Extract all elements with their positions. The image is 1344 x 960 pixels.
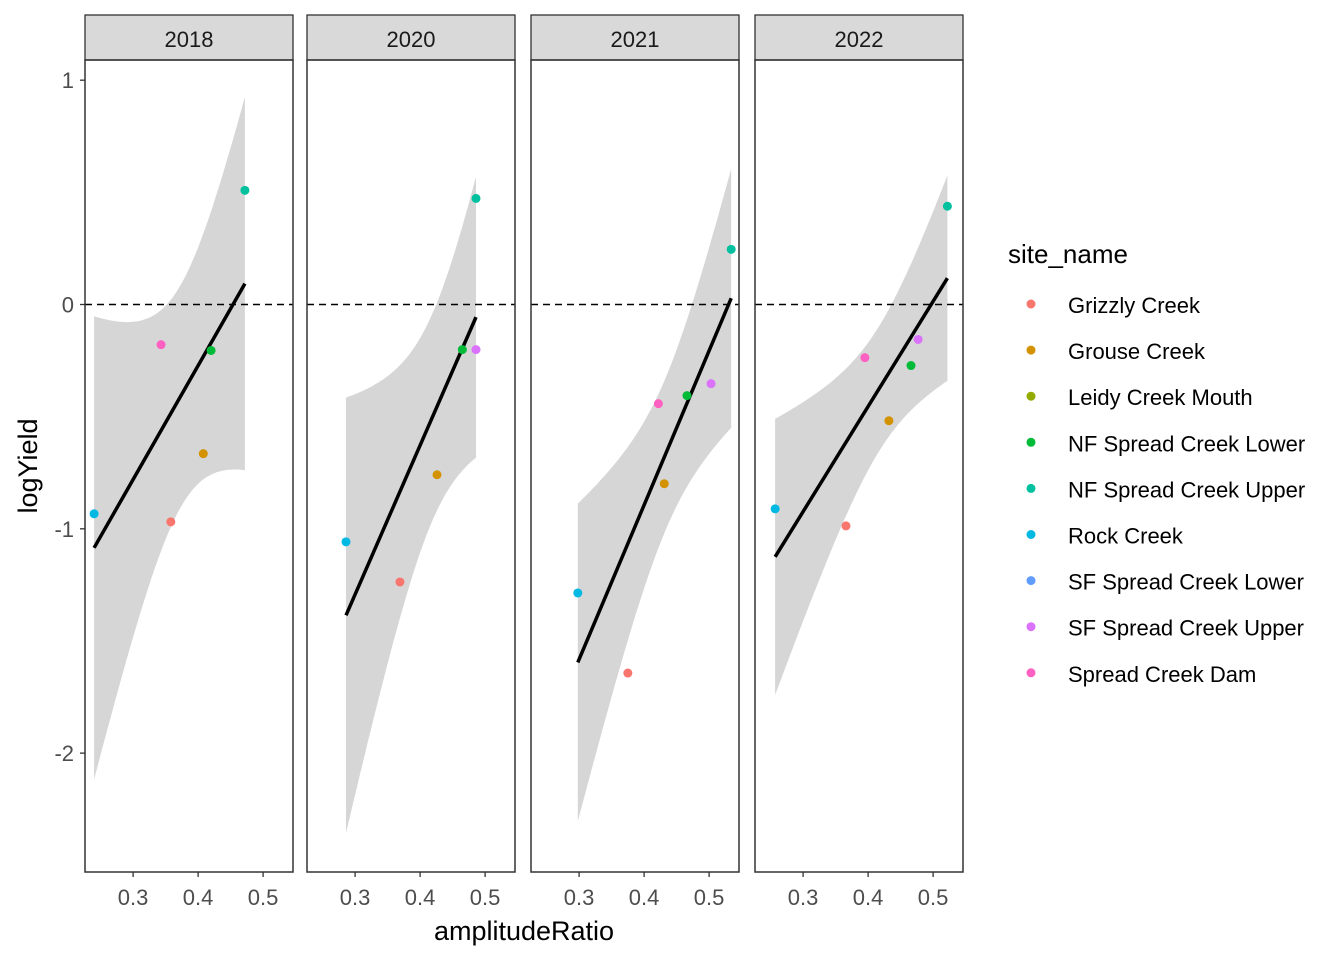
- confidence-ribbon: [346, 176, 476, 834]
- panel-border: [754, 59, 964, 873]
- legend-label: Grouse Creek: [1068, 339, 1206, 364]
- y-tick-label: -1: [54, 517, 74, 542]
- legend-key: [1026, 483, 1036, 493]
- legend-item: NF Spread Creek Lower: [1026, 431, 1305, 456]
- legend-title: site_name: [1008, 239, 1128, 269]
- data-point: [395, 577, 405, 587]
- facet-panel-2021: 2021 0.3 0.4 0.5: [530, 14, 740, 910]
- data-point: [906, 361, 916, 371]
- data-point: [682, 391, 692, 401]
- legend-item: NF Spread Creek Upper: [1026, 477, 1305, 502]
- regression-line: [773, 277, 949, 558]
- facet-strip: [84, 14, 294, 61]
- regression-line: [576, 297, 733, 664]
- y-axis-title: logYield: [13, 418, 43, 513]
- regression-line: [92, 282, 247, 549]
- data-point: [706, 379, 716, 389]
- data-point: [884, 416, 894, 426]
- data-point: [860, 353, 870, 363]
- x-tick-label: 0.5: [470, 885, 501, 910]
- panel-border: [306, 59, 516, 873]
- data-point: [913, 334, 923, 344]
- legend-item: SF Spread Creek Upper: [1026, 616, 1304, 641]
- y-tick-label: -2: [54, 741, 74, 766]
- data-point: [89, 509, 99, 519]
- legend-item: Rock Creek: [1026, 524, 1184, 549]
- data-point: [166, 517, 176, 527]
- y-tick-label: 0: [62, 292, 74, 317]
- legend-key: [1026, 299, 1036, 309]
- data-point: [726, 244, 736, 254]
- regression-line: [344, 316, 478, 616]
- legend-key: [1026, 530, 1036, 539]
- facet-strip: [306, 14, 516, 61]
- legend-key: [1026, 622, 1036, 632]
- data-point: [841, 521, 851, 531]
- facet-panel-2022: 2022 0.3 0.4 0.5: [754, 14, 964, 910]
- legend-label: Rock Creek: [1068, 524, 1184, 549]
- data-point: [240, 185, 250, 195]
- x-tick-label: 0.3: [788, 885, 819, 910]
- legend-item: Leidy Creek Mouth: [1026, 385, 1253, 410]
- x-tick-label: 0.4: [183, 885, 214, 910]
- legend-key: [1026, 576, 1036, 586]
- panel-border: [84, 59, 294, 873]
- data-point: [770, 504, 780, 514]
- data-point: [206, 345, 216, 355]
- data-point: [653, 399, 663, 409]
- confidence-ribbon: [94, 97, 245, 780]
- facet-panel-2020: 2020 0.3 0.4 0.5: [306, 14, 516, 910]
- panel-border: [530, 59, 740, 873]
- legend-label: Grizzly Creek: [1068, 293, 1201, 318]
- facet-panel-2018: 2018 0.3 0.4 0.5: [84, 14, 294, 910]
- data-point: [623, 668, 633, 678]
- legend-key: [1026, 391, 1036, 401]
- facet-strip-label: 2022: [835, 27, 884, 52]
- data-point: [471, 193, 481, 203]
- legend-key: [1026, 345, 1036, 355]
- x-tick-label: 0.4: [405, 885, 436, 910]
- facet-strip-label: 2020: [387, 27, 436, 52]
- x-tick-label: 0.4: [853, 885, 884, 910]
- x-tick-label: 0.3: [564, 885, 595, 910]
- legend-label: Spread Creek Dam: [1068, 662, 1256, 687]
- confidence-ribbon: [577, 168, 732, 822]
- legend: site_name Grizzly Creek Grouse Creek Leidy…: [1008, 239, 1305, 687]
- legend-label: Leidy Creek Mouth: [1068, 385, 1253, 410]
- data-point: [942, 201, 952, 211]
- x-tick-label: 0.4: [629, 885, 660, 910]
- x-tick-label: 0.5: [694, 885, 725, 910]
- data-point: [659, 479, 669, 489]
- legend-key: [1026, 437, 1036, 447]
- legend-key: [1026, 668, 1036, 678]
- data-point: [471, 345, 481, 355]
- facet-strip: [530, 14, 740, 61]
- legend-label: SF Spread Creek Lower: [1068, 570, 1304, 595]
- facet-strip: [754, 14, 964, 61]
- data-point: [341, 537, 351, 547]
- x-tick-label: 0.5: [918, 885, 949, 910]
- data-point: [156, 340, 166, 350]
- confidence-ribbon: [775, 175, 948, 695]
- y-tick-label: 1: [62, 68, 74, 93]
- x-tick-label: 0.3: [118, 885, 149, 910]
- facet-strip-label: 2018: [165, 27, 214, 52]
- legend-item: Spread Creek Dam: [1026, 662, 1256, 687]
- legend-label: NF Spread Creek Lower: [1068, 431, 1305, 456]
- x-axis-title: amplitudeRatio: [434, 916, 614, 946]
- data-point: [457, 345, 467, 355]
- legend-label: SF Spread Creek Upper: [1068, 616, 1304, 641]
- facet-strip-label: 2021: [611, 27, 660, 52]
- x-tick-label: 0.3: [340, 885, 371, 910]
- x-tick-label: 0.5: [248, 885, 279, 910]
- legend-item: Grizzly Creek: [1026, 293, 1201, 318]
- data-point: [573, 588, 583, 598]
- legend-item: SF Spread Creek Lower: [1026, 570, 1304, 595]
- legend-label: NF Spread Creek Upper: [1068, 477, 1305, 502]
- data-point: [198, 449, 208, 459]
- legend-item: Grouse Creek: [1026, 339, 1206, 364]
- data-point: [432, 470, 442, 480]
